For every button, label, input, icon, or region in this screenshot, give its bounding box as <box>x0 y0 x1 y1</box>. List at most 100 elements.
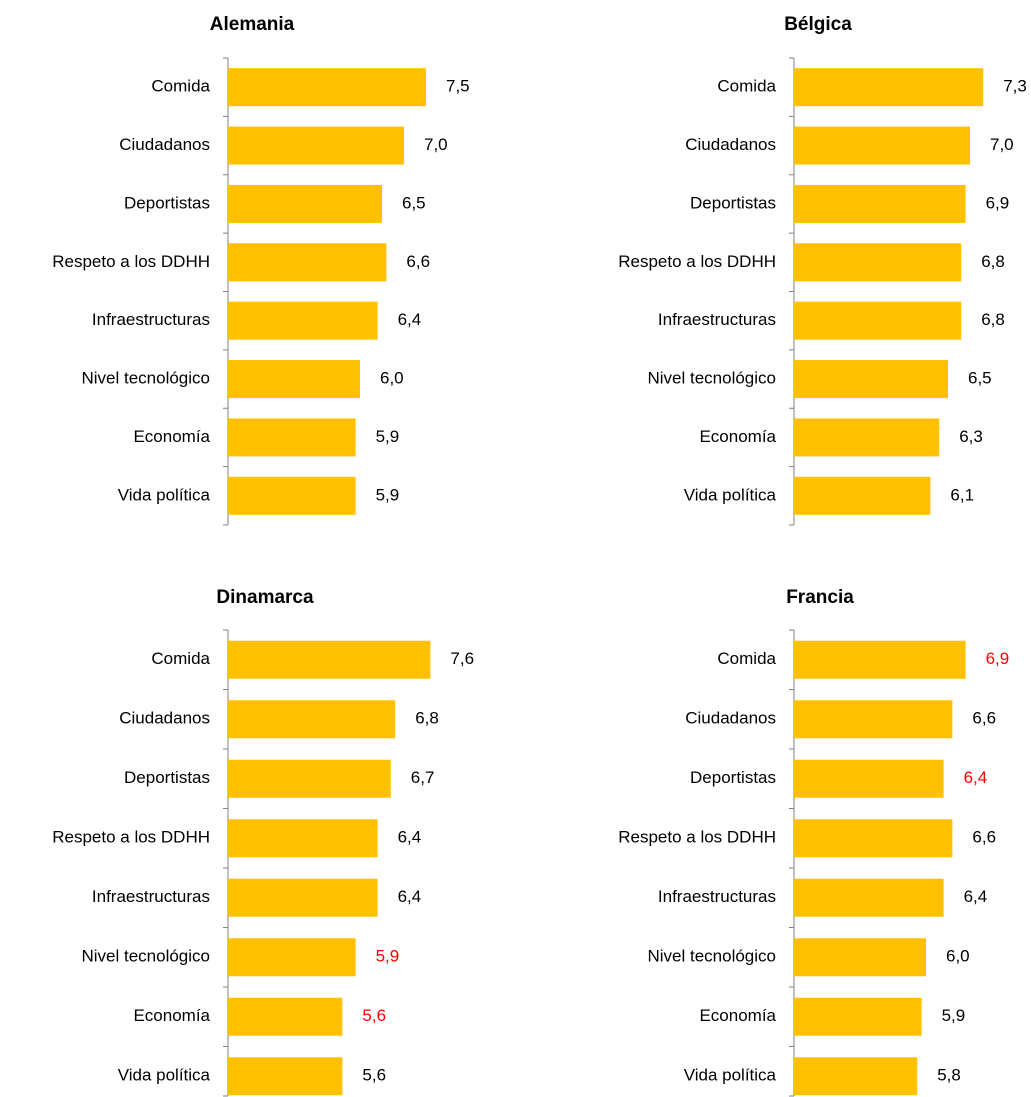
value-label: 6,5 <box>402 193 426 212</box>
category-label: Comida <box>151 77 210 96</box>
value-label: 6,8 <box>981 310 1005 329</box>
category-label: Economía <box>133 427 210 446</box>
category-label: Vida política <box>118 485 211 504</box>
value-label: 5,9 <box>376 485 400 504</box>
chart-title: Francia <box>786 587 854 608</box>
value-label: 6,5 <box>968 369 992 388</box>
bar <box>228 301 378 340</box>
category-label: Vida política <box>684 485 777 504</box>
category-label: Deportistas <box>690 193 776 212</box>
bar <box>228 759 391 798</box>
category-label: Comida <box>151 649 210 668</box>
category-label: Infraestructuras <box>92 887 210 906</box>
bar <box>794 360 948 399</box>
bar <box>228 997 343 1036</box>
value-label: 6,7 <box>411 768 435 787</box>
category-label: Infraestructuras <box>658 310 776 329</box>
value-label: 5,9 <box>376 427 400 446</box>
category-label: Respeto a los DDHH <box>618 252 776 271</box>
bar <box>228 184 382 223</box>
value-label: 6,6 <box>972 709 996 728</box>
category-label: Economía <box>699 427 776 446</box>
category-label: Ciudadanos <box>119 709 210 728</box>
category-label: Economía <box>133 1006 210 1025</box>
value-label: 6,0 <box>946 947 970 966</box>
bar <box>794 819 953 858</box>
chart-title: Dinamarca <box>216 587 314 608</box>
bar <box>794 126 970 165</box>
bar <box>794 640 966 679</box>
category-label: Deportistas <box>124 768 210 787</box>
category-label: Infraestructuras <box>92 310 210 329</box>
bar <box>794 301 962 340</box>
category-label: Economía <box>699 1006 776 1025</box>
value-label: 5,6 <box>362 1006 386 1025</box>
value-label: 5,9 <box>942 1006 966 1025</box>
value-label: 6,0 <box>380 369 404 388</box>
bar <box>228 700 396 739</box>
value-label: 7,5 <box>446 77 470 96</box>
value-label: 7,3 <box>1003 77 1027 96</box>
category-label: Respeto a los DDHH <box>52 828 210 847</box>
bar <box>228 418 356 457</box>
bar <box>228 1057 343 1096</box>
bar <box>228 360 360 399</box>
bar <box>794 476 931 515</box>
category-label: Nivel tecnológico <box>647 369 776 388</box>
value-label: 5,9 <box>376 947 400 966</box>
category-label: Ciudadanos <box>119 135 210 154</box>
bar <box>228 126 404 165</box>
value-label: 7,0 <box>990 135 1014 154</box>
bar <box>794 997 922 1036</box>
bar <box>228 243 387 282</box>
category-label: Deportistas <box>124 193 210 212</box>
bar <box>794 700 953 739</box>
category-label: Nivel tecnológico <box>81 369 210 388</box>
category-label: Nivel tecnológico <box>81 947 210 966</box>
category-label: Nivel tecnológico <box>647 947 776 966</box>
chart-title: Alemania <box>210 14 295 35</box>
value-label: 6,4 <box>398 828 422 847</box>
bar <box>228 476 356 515</box>
bar <box>228 640 431 679</box>
value-label: 6,4 <box>398 310 422 329</box>
category-label: Comida <box>717 77 776 96</box>
bar <box>228 878 378 917</box>
category-label: Infraestructuras <box>658 887 776 906</box>
category-label: Vida política <box>118 1066 211 1085</box>
value-label: 6,8 <box>981 252 1005 271</box>
chart-title: Bélgica <box>784 14 852 35</box>
bar <box>794 759 944 798</box>
category-label: Ciudadanos <box>685 135 776 154</box>
value-label: 6,1 <box>950 485 974 504</box>
bar <box>794 68 984 107</box>
value-label: 6,4 <box>964 887 988 906</box>
bar <box>228 819 378 858</box>
value-label: 6,9 <box>986 193 1010 212</box>
bar <box>228 68 426 107</box>
bar <box>794 418 940 457</box>
value-label: 6,6 <box>972 828 996 847</box>
category-label: Deportistas <box>690 768 776 787</box>
bar <box>794 184 966 223</box>
value-label: 5,6 <box>362 1066 386 1085</box>
category-label: Vida política <box>684 1066 777 1085</box>
value-label: 6,4 <box>398 887 422 906</box>
category-label: Respeto a los DDHH <box>618 828 776 847</box>
bar <box>794 243 962 282</box>
category-label: Respeto a los DDHH <box>52 252 210 271</box>
bar <box>794 1057 918 1096</box>
value-label: 6,8 <box>415 709 439 728</box>
value-label: 6,4 <box>964 768 988 787</box>
bar <box>228 938 356 977</box>
value-label: 7,6 <box>450 649 474 668</box>
bar <box>794 878 944 917</box>
value-label: 6,3 <box>959 427 983 446</box>
value-label: 7,0 <box>424 135 448 154</box>
value-label: 5,8 <box>937 1066 961 1085</box>
value-label: 6,6 <box>406 252 430 271</box>
category-label: Comida <box>717 649 776 668</box>
bar <box>794 938 926 977</box>
category-label: Ciudadanos <box>685 709 776 728</box>
